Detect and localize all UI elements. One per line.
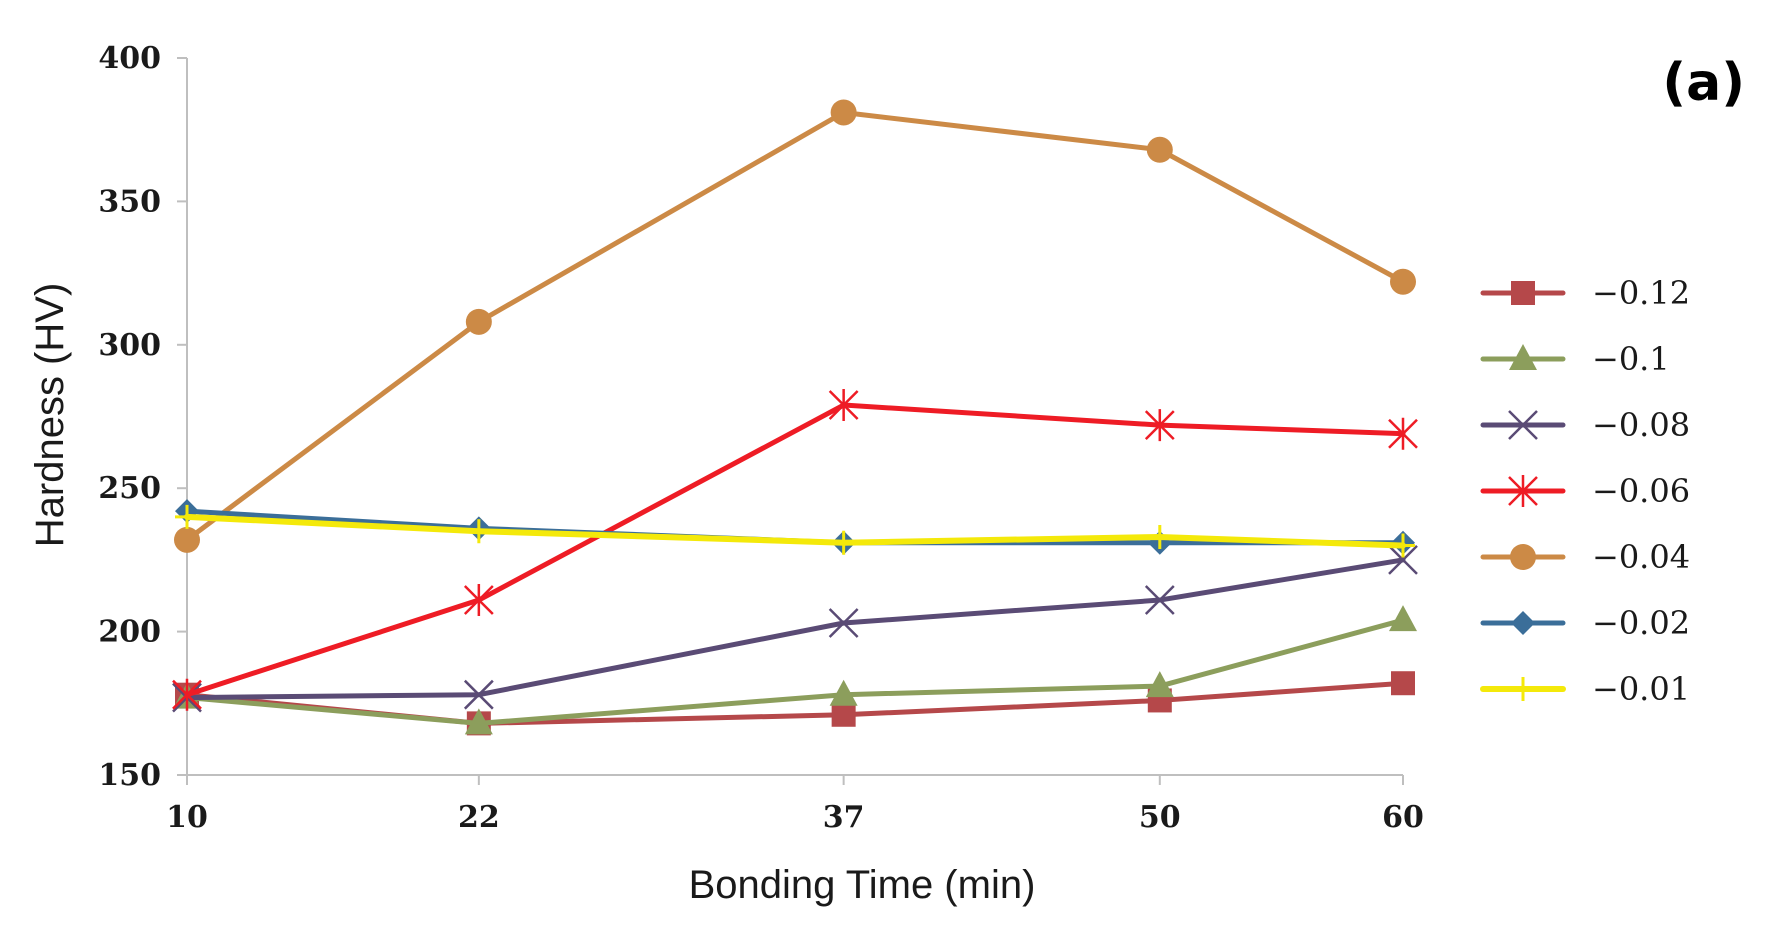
data-point (1389, 605, 1417, 632)
y-tick-label: 400 (98, 41, 161, 76)
series-line (184, 109, 1406, 543)
data-point (1391, 671, 1415, 696)
data-point (465, 308, 492, 335)
legend: −0.12 −0.1 −0.08 −0.06 −0.04 −0.02 −0.01 (1480, 274, 1690, 708)
series-line (184, 557, 1406, 701)
legend-label: −0.1 (1592, 340, 1670, 378)
y-axis-title: Hardness (HV) (28, 283, 72, 548)
series-4 (172, 389, 1418, 711)
legend-marker (1511, 281, 1535, 305)
legend-item: −0.1 (1480, 340, 1670, 378)
data-point (828, 608, 859, 638)
y-tick-label: 250 (98, 471, 161, 506)
legend-item: −0.06 (1480, 472, 1690, 510)
legend-item: −0.12 (1480, 274, 1690, 312)
data-point (1390, 268, 1416, 295)
data-point (464, 708, 493, 735)
data-point (1147, 524, 1172, 549)
series-layer (172, 99, 1418, 736)
data-point (172, 678, 202, 711)
data-point (1391, 533, 1415, 558)
legend-item: −0.04 (1480, 538, 1690, 576)
legend-label: −0.08 (1592, 406, 1690, 444)
legend-marker (1508, 475, 1538, 507)
data-point (1144, 409, 1175, 442)
y-tick-label: 150 (98, 758, 161, 793)
series-5 (174, 99, 1416, 553)
axes: 150 200 250 300 350 400 10 22 37 50 60 (98, 41, 1424, 835)
legend-label: −0.12 (1592, 274, 1690, 312)
x-tick-label: 60 (1382, 800, 1424, 835)
y-tick-label: 300 (98, 328, 161, 363)
legend-item: −0.02 (1480, 604, 1690, 642)
data-point (831, 702, 856, 727)
data-point (463, 584, 494, 617)
data-point (831, 530, 856, 555)
x-tick-label: 50 (1139, 800, 1181, 835)
y-tick-label: 350 (98, 184, 161, 219)
panel-label: (a) (1662, 53, 1745, 113)
x-tick-label: 10 (166, 800, 208, 835)
data-point (1388, 417, 1418, 450)
legend-label: −0.06 (1592, 472, 1690, 510)
x-tick-label: 37 (823, 800, 865, 835)
series-1 (175, 671, 1415, 736)
legend-item: −0.08 (1480, 406, 1690, 444)
series-7 (175, 504, 1415, 558)
legend-marker (1511, 677, 1535, 701)
legend-marker (1508, 410, 1538, 440)
y-tick-label: 200 (98, 615, 161, 650)
x-tick-label: 22 (458, 800, 500, 835)
data-point (828, 389, 859, 422)
series-line (184, 680, 1406, 726)
data-point (1144, 585, 1175, 615)
data-point (1146, 136, 1173, 163)
legend-marker (1509, 344, 1537, 370)
data-point (466, 519, 491, 544)
data-point (1145, 671, 1174, 698)
legend-label: −0.02 (1592, 604, 1690, 642)
legend-label: −0.04 (1592, 538, 1690, 576)
legend-marker (1510, 544, 1536, 570)
data-point (1388, 545, 1418, 575)
series-line (184, 402, 1406, 698)
data-point (175, 504, 199, 529)
x-axis-title: Bonding Time (min) (689, 863, 1036, 907)
data-point (829, 679, 858, 706)
legend-item: −0.01 (1480, 670, 1690, 708)
series-3 (172, 545, 1418, 713)
legend-label: −0.01 (1592, 670, 1690, 708)
legend-marker (1511, 611, 1535, 635)
data-point (830, 99, 857, 126)
data-point (463, 679, 494, 710)
data-point (174, 526, 200, 553)
